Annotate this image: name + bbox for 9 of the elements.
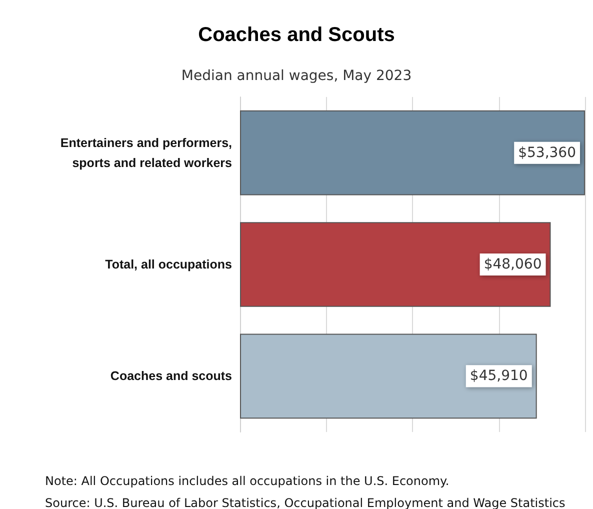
chart-title: Coaches and Scouts (198, 24, 395, 46)
y-tick-label: Total, all occupations (105, 258, 232, 272)
data-label: $45,910 (470, 368, 528, 384)
data-label: $48,060 (484, 256, 542, 272)
chart-subtitle: Median annual wages, May 2023 (181, 68, 412, 84)
text: Note: All Occupations includes all occupations in the U.S. Economy. (45, 474, 450, 488)
data-label: $53,360 (518, 144, 576, 161)
y-tick-label: Entertainers and performers, sports and related workers (60, 136, 232, 170)
y-tick-label: Coaches and scouts (110, 369, 232, 384)
